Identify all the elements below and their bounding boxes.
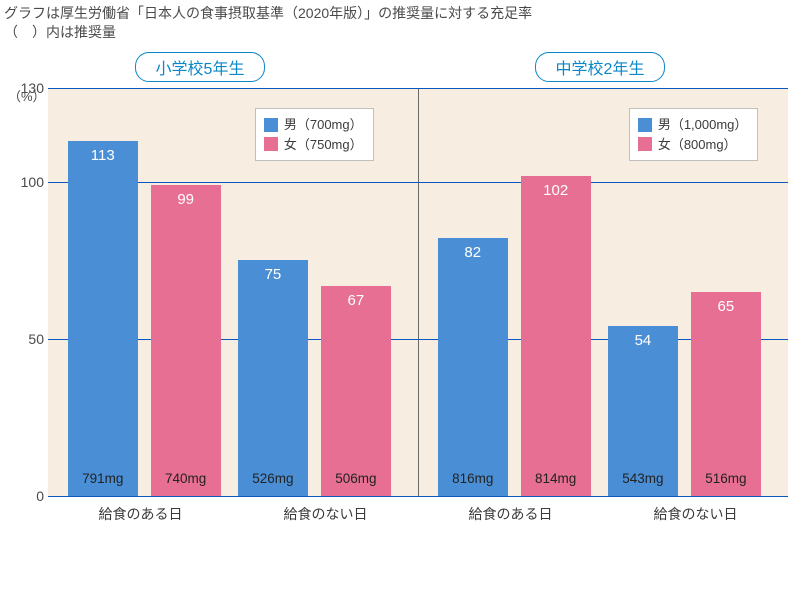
bar-value-percent: 82 bbox=[438, 244, 508, 261]
chart-wrap: （%） 113791mg99740mg75526mg67506mg82816mg… bbox=[0, 88, 800, 528]
bar-value-percent: 75 bbox=[238, 266, 308, 283]
legend-swatch bbox=[638, 137, 652, 151]
bar-value-mg: 506mg bbox=[321, 471, 391, 486]
bar-value-mg: 814mg bbox=[521, 471, 591, 486]
legend-item: 女（800mg） bbox=[638, 135, 748, 155]
legend-label: 男（700mg） bbox=[284, 115, 363, 135]
header-line-2: （ ）内は推奨量 bbox=[4, 23, 800, 42]
bar-value-percent: 54 bbox=[608, 332, 678, 349]
bar-value-percent: 67 bbox=[321, 292, 391, 309]
legend-item: 女（750mg） bbox=[264, 135, 363, 155]
chart: 113 791mg 99 740mg 75 526mg 67 506mg 82 816mg 102 8… bbox=[48, 88, 788, 528]
header: グラフは厚生労働省「日本人の食事摂取基準（2020年版）」の推奨量に対する充足率… bbox=[0, 0, 800, 42]
header-line-1: グラフは厚生労働省「日本人の食事摂取基準（2020年版）」の推奨量に対する充足率 bbox=[4, 4, 800, 23]
y-tick-label: 100 bbox=[8, 174, 44, 190]
bar-value-mg: 791mg bbox=[68, 471, 138, 486]
legend-swatch bbox=[638, 118, 652, 132]
panel-title-left: 小学校5年生 bbox=[135, 52, 266, 82]
x-label: 給食のない日 bbox=[603, 496, 788, 528]
bar: 65 516mg bbox=[691, 292, 761, 496]
y-tick-label: 50 bbox=[8, 331, 44, 347]
x-axis: 給食のある日給食のない日給食のある日給食のない日 bbox=[48, 496, 788, 528]
x-label: 給食のない日 bbox=[233, 496, 418, 528]
panel-title-right: 中学校2年生 bbox=[535, 52, 666, 82]
bar: 67 506mg bbox=[321, 286, 391, 496]
bar-value-percent: 65 bbox=[691, 298, 761, 315]
legend-left: 男（700mg）女（750mg） bbox=[255, 108, 374, 161]
x-label: 給食のある日 bbox=[418, 496, 603, 528]
bar: 82 816mg bbox=[438, 238, 508, 495]
bar: 102 814mg bbox=[521, 176, 591, 496]
legend-swatch bbox=[264, 137, 278, 151]
legend-label: 女（800mg） bbox=[658, 135, 737, 155]
bar-value-percent: 113 bbox=[68, 147, 138, 164]
bar: 54 543mg bbox=[608, 326, 678, 495]
plot-area: 113 791mg 99 740mg 75 526mg 67 506mg 82 816mg 102 8… bbox=[48, 88, 788, 496]
x-group: 給食のある日給食のない日 bbox=[418, 496, 788, 528]
bar-value-mg: 526mg bbox=[238, 471, 308, 486]
legend-item: 男（700mg） bbox=[264, 115, 363, 135]
x-label: 給食のある日 bbox=[48, 496, 233, 528]
bar-value-mg: 816mg bbox=[438, 471, 508, 486]
gridline bbox=[48, 496, 788, 497]
panel-titles: 小学校5年生 中学校2年生 bbox=[0, 52, 800, 82]
bar: 113 791mg bbox=[68, 141, 138, 496]
bar-value-percent: 102 bbox=[521, 182, 591, 199]
legend-label: 女（750mg） bbox=[284, 135, 363, 155]
y-tick-label: 0 bbox=[8, 488, 44, 504]
legend-right: 男（1,000mg）女（800mg） bbox=[629, 108, 759, 161]
bar-value-mg: 543mg bbox=[608, 471, 678, 486]
bar: 75 526mg bbox=[238, 260, 308, 495]
y-tick-label: 130 bbox=[8, 80, 44, 96]
bar-value-percent: 99 bbox=[151, 191, 221, 208]
bar: 99 740mg bbox=[151, 185, 221, 496]
legend-item: 男（1,000mg） bbox=[638, 115, 748, 135]
bar-value-mg: 740mg bbox=[151, 471, 221, 486]
legend-swatch bbox=[264, 118, 278, 132]
legend-label: 男（1,000mg） bbox=[658, 115, 748, 135]
x-group: 給食のある日給食のない日 bbox=[48, 496, 418, 528]
bar-value-mg: 516mg bbox=[691, 471, 761, 486]
